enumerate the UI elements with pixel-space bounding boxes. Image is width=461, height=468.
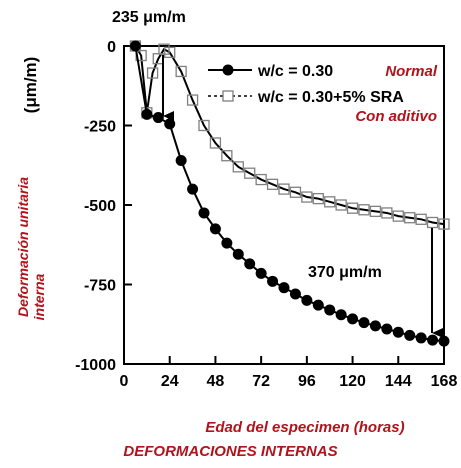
legend-label-normal: w/c = 0.30: [257, 63, 333, 80]
series-normal-point: [187, 183, 199, 195]
y-axis-label: Deformación unitaria interna (μm/m): [15, 57, 47, 321]
series-normal-point: [312, 299, 324, 311]
series-normal-point: [427, 334, 439, 346]
annotation-370: 370 μm/m: [308, 264, 382, 281]
series-sra-point: [301, 191, 313, 203]
legend-sublabel-sra: Con aditivo: [355, 108, 437, 125]
series-sra-point: [404, 212, 416, 224]
series-sra-point: [289, 186, 302, 198]
y-axis: 0 -250 -500 -750 -1000: [75, 39, 132, 374]
series-normal: [129, 40, 450, 347]
series-sra-point: [146, 67, 159, 79]
series-normal-point: [347, 313, 359, 325]
series-sra-point: [426, 216, 439, 229]
series-normal-point: [438, 335, 450, 347]
x-axis: 0 24 48 72 96 120 144 168: [120, 356, 458, 390]
series-normal-point: [129, 40, 141, 52]
series-normal-point: [209, 223, 221, 235]
series-sra-point: [381, 207, 393, 219]
series-normal-point: [335, 309, 347, 321]
x-axis-label: Edad del especimen (horas): [205, 419, 404, 436]
legend-label-sra: w/c = 0.30+5% SRA: [257, 89, 404, 106]
series-normal-point: [324, 304, 336, 316]
x-tick-label: 72: [252, 373, 270, 390]
x-tick-label: 48: [207, 373, 225, 390]
series-sra-point: [278, 183, 290, 195]
x-tick-label: 120: [339, 373, 366, 390]
series-normal-line: [134, 45, 445, 343]
series-sra-line: [134, 45, 445, 226]
series-sra-point: [209, 137, 222, 149]
series-sra-point: [358, 204, 370, 216]
legend: w/c = 0.30 Normal w/c = 0.30+5% SRA Con …: [208, 63, 438, 125]
series-normal-point: [289, 288, 301, 300]
series-sra-point: [346, 202, 359, 214]
series-sra-point: [415, 213, 427, 225]
series-sra-point: [186, 94, 199, 106]
series-normal-point: [278, 282, 290, 294]
legend-marker-normal: [222, 64, 234, 76]
series-sra-point: [232, 161, 244, 173]
series-sra-point: [158, 43, 170, 55]
series-sra-point: [164, 46, 176, 59]
series-normal-point: [415, 332, 427, 344]
x-tick-label: 96: [298, 373, 316, 390]
series-sra-point: [175, 65, 187, 78]
x-tick-label: 168: [431, 373, 458, 390]
series-normal-point: [221, 237, 233, 249]
series-normal-point: [369, 320, 381, 332]
series-sra-point: [221, 150, 233, 162]
series-sra-point: [266, 178, 279, 190]
series-sra-point: [244, 167, 256, 179]
series-normal-point: [164, 118, 176, 130]
series-normal-point: [175, 154, 187, 166]
legend-marker-sra: [222, 90, 234, 102]
x-tick-label: 0: [120, 373, 129, 390]
x-tick-label: 24: [161, 373, 179, 390]
legend-sublabel-normal: Normal: [385, 63, 438, 80]
y-tick-label: -250: [84, 119, 116, 136]
annotation-235: 235 μm/m: [112, 9, 186, 26]
series-sra-point: [335, 199, 347, 211]
series-normal-point: [244, 258, 256, 270]
y-axis-unit-label: (μm/m): [21, 57, 40, 114]
chart-footer-title: DEFORMACIONES INTERNAS: [123, 443, 338, 460]
series-sra-point: [198, 119, 210, 132]
series-sra-point: [324, 196, 336, 208]
y-tick-label: -1000: [75, 357, 116, 374]
series-sra-point: [255, 173, 267, 186]
series-normal-point: [392, 326, 404, 338]
x-tick-label: 144: [385, 373, 412, 390]
series-sra-point: [392, 210, 404, 222]
series-normal-point: [232, 248, 244, 260]
series-normal-point: [267, 275, 279, 287]
series-sra-point: [438, 218, 450, 230]
y-tick-label: -750: [84, 278, 116, 295]
series-normal-point: [141, 108, 153, 120]
series-normal-point: [358, 317, 370, 329]
series-normal-point: [381, 323, 393, 335]
series-normal-point: [152, 112, 164, 124]
series-normal-point: [404, 329, 416, 341]
y-axis-label-line1: Deformación unitaria: [15, 177, 31, 317]
series-normal-point: [198, 207, 210, 219]
y-tick-label: -500: [84, 198, 116, 215]
series-sra-point: [369, 205, 382, 218]
series-normal-point: [255, 267, 267, 279]
y-axis-label-line2: interna: [31, 273, 47, 320]
y-tick-label: 0: [107, 39, 116, 56]
series-normal-point: [301, 294, 313, 306]
series-sra-point: [312, 192, 324, 205]
